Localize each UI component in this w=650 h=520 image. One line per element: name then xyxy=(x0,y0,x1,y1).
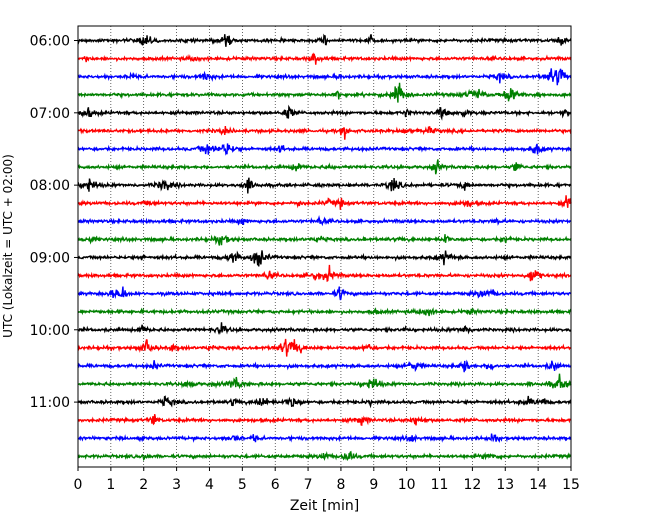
x-tick-label: 6 xyxy=(271,477,280,493)
seismic-trace xyxy=(77,159,572,175)
x-tick-label: 14 xyxy=(529,477,547,493)
trace-group xyxy=(77,33,572,462)
x-axis-title: Zeit [min] xyxy=(290,498,359,514)
y-tick-label: 08:00 xyxy=(30,178,70,194)
x-tick-label: 0 xyxy=(74,477,83,493)
seismic-trace xyxy=(77,104,572,121)
seismic-trace xyxy=(77,82,572,103)
x-tick-label: 3 xyxy=(172,477,181,493)
x-tick-label: 5 xyxy=(238,477,247,493)
x-tick-label: 4 xyxy=(205,477,214,493)
y-axis-title: UTC (Lokalzeit = UTC + 02:00) xyxy=(1,154,15,338)
seismic-trace xyxy=(77,68,572,86)
x-tick-label: 15 xyxy=(562,477,580,493)
y-tick-label: 11:00 xyxy=(30,395,70,411)
seismic-trace xyxy=(77,373,572,390)
plot-frame xyxy=(77,25,572,468)
x-tick-label: 10 xyxy=(398,477,416,493)
y-tick-label: 09:00 xyxy=(30,250,70,266)
seismic-trace xyxy=(77,143,572,156)
x-tick-label: 1 xyxy=(106,477,115,493)
x-tick-label: 13 xyxy=(496,477,514,493)
x-tick-label: 11 xyxy=(431,477,449,493)
x-tick-label: 9 xyxy=(369,477,378,493)
seismic-trace xyxy=(77,306,572,317)
x-tick-label: 2 xyxy=(139,477,148,493)
seismic-trace xyxy=(77,286,572,301)
seismic-trace xyxy=(77,264,572,283)
seismic-trace xyxy=(77,215,572,227)
x-tick-label: 12 xyxy=(463,477,481,493)
seismic-trace xyxy=(77,322,572,336)
y-axis: 06:00 07:00 08:00 09:00 10:00 11:00 xyxy=(30,34,78,411)
seismic-trace xyxy=(77,359,572,373)
seismic-trace xyxy=(77,33,572,47)
x-axis: 0 1 2 3 4 5 6 7 8 9 10 11 12 13 14 15 xyxy=(74,467,580,493)
seismic-trace xyxy=(77,433,572,443)
seismic-trace xyxy=(77,250,572,267)
seismic-trace xyxy=(77,195,572,210)
y-tick-label: 06:00 xyxy=(30,34,70,50)
y-tick-label: 10:00 xyxy=(30,323,70,339)
seismic-trace xyxy=(77,450,572,462)
x-tick-label: 7 xyxy=(304,477,313,493)
seismic-trace xyxy=(77,177,572,194)
y-tick-label: 07:00 xyxy=(30,106,70,122)
seismic-trace xyxy=(77,338,572,357)
plot-area xyxy=(78,26,571,467)
seismic-trace xyxy=(77,52,572,65)
seismic-trace xyxy=(77,413,572,426)
seismic-trace xyxy=(77,234,572,246)
seismic-trace xyxy=(77,395,572,409)
seismic-trace xyxy=(77,126,572,140)
x-tick-label: 8 xyxy=(336,477,345,493)
